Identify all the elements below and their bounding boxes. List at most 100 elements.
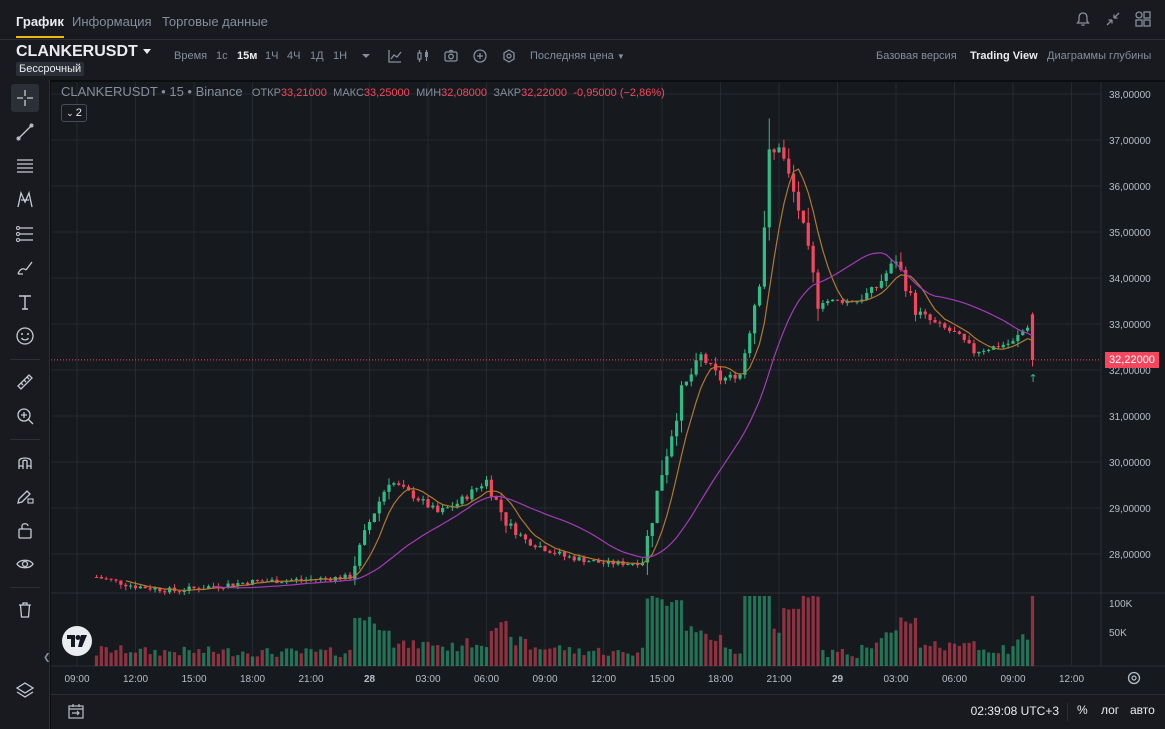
timeframe-dropdown-icon[interactable] (358, 48, 374, 64)
tradingview-logo[interactable] (62, 626, 92, 656)
volume-bar (884, 632, 888, 666)
view-basic[interactable]: Базовая версия (876, 50, 957, 62)
tab-chart[interactable]: График (16, 14, 64, 38)
text-icon (19, 295, 31, 310)
volume-bar (938, 647, 942, 666)
volume-bar (670, 602, 674, 666)
horizontal-lines-tool[interactable] (11, 152, 39, 180)
volume-bar (767, 596, 771, 666)
tf-1w[interactable]: 1Н (333, 50, 348, 62)
percent-toggle[interactable]: % (1077, 703, 1088, 717)
volume-bar (436, 645, 440, 666)
layout-grid-icon[interactable] (1134, 10, 1152, 28)
volume-bars (94, 596, 1035, 666)
candle-body (353, 565, 357, 579)
tab-info[interactable]: Информация (72, 14, 152, 29)
bell-icon[interactable] (1074, 10, 1092, 28)
volume-bar (299, 653, 303, 666)
volume-bar (957, 645, 961, 666)
volume-bar (660, 599, 664, 666)
volume-bar (528, 649, 532, 666)
ruler-tool[interactable] (11, 368, 39, 396)
volume-bar (255, 656, 259, 666)
tf-4h[interactable]: 4Ч (287, 50, 301, 62)
settings-icon[interactable] (501, 48, 517, 64)
tf-1s[interactable]: 1с (216, 50, 228, 62)
tf-15m[interactable]: 15м (237, 50, 258, 62)
volume-bar (748, 596, 752, 666)
lock-tool[interactable] (11, 516, 39, 544)
volume-bar (148, 654, 152, 666)
text-tool[interactable] (11, 288, 39, 316)
candle-body (709, 362, 713, 364)
indicators-toggle[interactable]: ⌄ 2 (61, 104, 87, 122)
pattern-tool[interactable] (11, 186, 39, 214)
candle-body (421, 499, 425, 501)
tf-1h[interactable]: 1Ч (265, 50, 279, 62)
candle-body (124, 584, 128, 587)
layers-tool[interactable] (11, 676, 39, 704)
candle-body (694, 360, 698, 375)
indicators-icon[interactable] (387, 48, 403, 64)
volume-bar (718, 634, 723, 666)
trash-icon (19, 602, 31, 618)
volume-bar (918, 647, 922, 666)
add-icon[interactable] (472, 48, 488, 64)
zoom-tool[interactable] (11, 402, 39, 430)
brush-tool[interactable] (11, 254, 39, 282)
high-value: 33,25000 (363, 87, 410, 99)
trend-line-tool[interactable] (11, 118, 39, 146)
candle-body (363, 530, 367, 545)
candle-body (772, 149, 776, 153)
volume-bar (923, 644, 927, 666)
volume-bar (665, 605, 669, 666)
candle-body (904, 269, 908, 292)
candle-body (402, 484, 406, 487)
candle-body (109, 578, 113, 580)
collapse-icon[interactable] (1104, 10, 1122, 28)
fib-tool[interactable] (11, 220, 39, 248)
volume-bar (109, 652, 113, 666)
volume-bar (504, 621, 508, 666)
candle-style-icon[interactable] (415, 48, 431, 64)
price-type-select[interactable]: Последняя цена ▼ (530, 50, 625, 62)
lock-drawing-tool[interactable] (11, 482, 39, 510)
volume-bar (421, 641, 425, 666)
volume-bar (353, 618, 357, 666)
tf-1d[interactable]: 1Д (310, 50, 324, 62)
magnet-tool[interactable] (11, 448, 39, 476)
candle-body (499, 499, 503, 513)
emoji-tool[interactable] (11, 322, 39, 350)
pencil-lock-icon (17, 490, 34, 504)
candle-body (382, 491, 386, 502)
candle-body (246, 582, 250, 585)
candle-body (465, 496, 469, 500)
date-range-icon[interactable] (67, 703, 85, 721)
volume-bar (567, 647, 571, 666)
visibility-tool[interactable] (11, 550, 39, 578)
volume-bar (377, 629, 381, 666)
volume-bar (889, 632, 893, 666)
view-tradingview[interactable]: Trading View (970, 50, 1038, 62)
candle-body (645, 535, 649, 563)
price-chart[interactable]: 38,00000 37,00000 36,00000 35,00000 34,00000… (51, 82, 1165, 694)
auto-toggle[interactable]: авто (1130, 703, 1155, 717)
collapse-sidebar-icon[interactable]: ❮ (43, 652, 51, 662)
crosshair-tool[interactable] (11, 84, 39, 112)
candle-body (743, 353, 747, 375)
delete-tool[interactable] (11, 596, 39, 624)
volume-bar (616, 650, 620, 666)
candle-body (397, 483, 401, 485)
view-depth[interactable]: Диаграммы глубины (1047, 50, 1152, 62)
tab-trading-data[interactable]: Торговые данные (162, 14, 268, 29)
symbol-selector[interactable]: CLANKERUSDT (16, 43, 151, 61)
candle-body (358, 544, 362, 566)
camera-icon[interactable] (443, 48, 459, 64)
clock[interactable]: 02:39:08 UTC+3 (970, 704, 1059, 718)
log-toggle[interactable]: лог (1101, 703, 1120, 717)
candle-body (104, 578, 108, 580)
volume-bar (246, 653, 250, 666)
layers-icon (15, 682, 35, 698)
candle-body (889, 263, 893, 274)
axis-settings-icon[interactable] (1127, 671, 1141, 685)
